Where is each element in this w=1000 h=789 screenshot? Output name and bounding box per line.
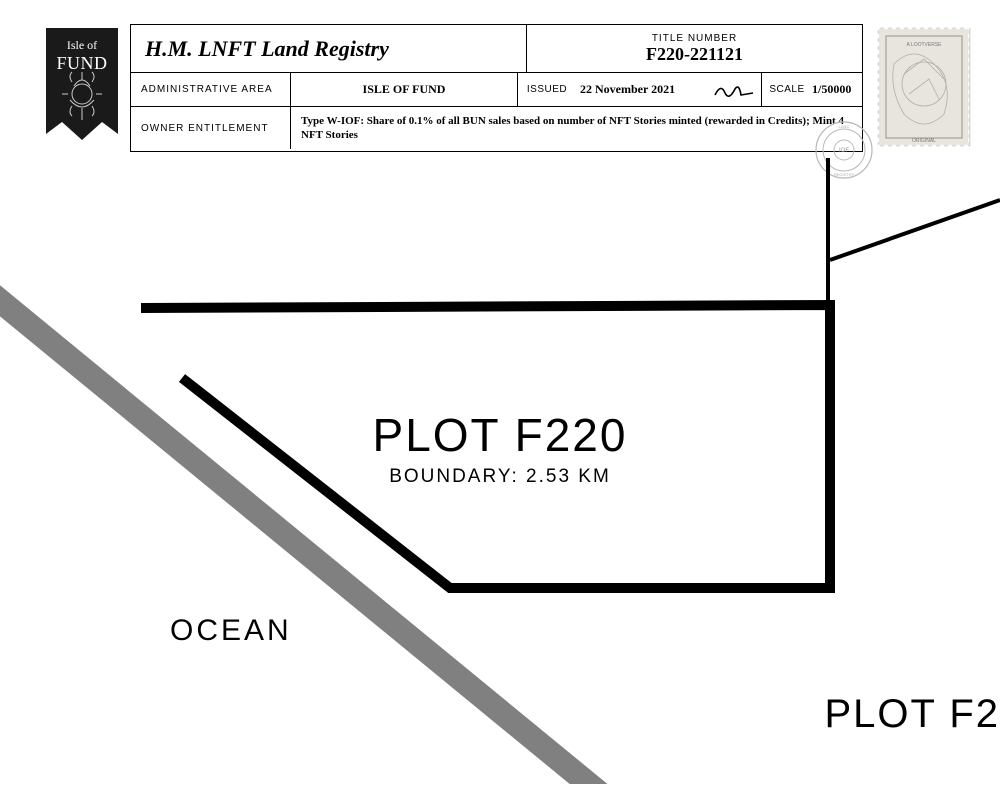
admin-area-label: ADMINISTRATIVE AREA xyxy=(131,73,291,106)
adjacent-plot-label: PLOT F2 xyxy=(824,692,1000,737)
plot-boundary: BOUNDARY: 2.53 KM xyxy=(0,466,1000,488)
scale-label: SCALE xyxy=(762,73,812,106)
svg-text:IOF: IOF xyxy=(839,148,849,154)
title-number-value: F220-221121 xyxy=(646,44,743,65)
plot-map: PLOT F220 BOUNDARY: 2.53 KM OCEAN PLOT F… xyxy=(0,158,1000,784)
signature-icon xyxy=(711,79,755,101)
issued-value: 22 November 2021 xyxy=(576,73,704,106)
svg-text:· LAND ·: · LAND · xyxy=(836,124,852,129)
title-number-cell: TITLE NUMBER F220-221121 xyxy=(527,25,862,72)
banner-line1: Isle of xyxy=(40,38,124,53)
issued-label: ISSUED xyxy=(518,73,576,106)
title-number-label: TITLE NUMBER xyxy=(652,33,737,44)
isle-banner: Isle of FUND xyxy=(40,24,124,154)
svg-text:ORIGINAL: ORIGINAL xyxy=(912,138,936,144)
plot-name: PLOT F220 xyxy=(0,408,1000,462)
banner-line2: FUND xyxy=(40,53,124,74)
ocean-label: OCEAN xyxy=(170,614,292,648)
signature-cell xyxy=(704,73,762,106)
admin-area-value: ISLE OF FUND xyxy=(291,73,518,106)
svg-text:A LOOTVERSE: A LOOTVERSE xyxy=(906,42,942,48)
stamp-area: A LOOTVERSE ORIGINAL xyxy=(871,24,976,152)
header-bar: Isle of FUND H.M. LNFT Land Registry TIT… xyxy=(40,24,976,152)
scale-value: 1/50000 xyxy=(812,73,862,106)
owner-entitlement-value: Type W-IOF: Share of 0.1% of all BUN sal… xyxy=(291,107,862,149)
registry-title: H.M. LNFT Land Registry xyxy=(131,25,527,72)
owner-entitlement-label: OWNER ENTITLEMENT xyxy=(131,107,291,149)
registry-table: H.M. LNFT Land Registry TITLE NUMBER F22… xyxy=(130,24,863,152)
postage-stamp-icon: A LOOTVERSE ORIGINAL xyxy=(874,24,974,150)
